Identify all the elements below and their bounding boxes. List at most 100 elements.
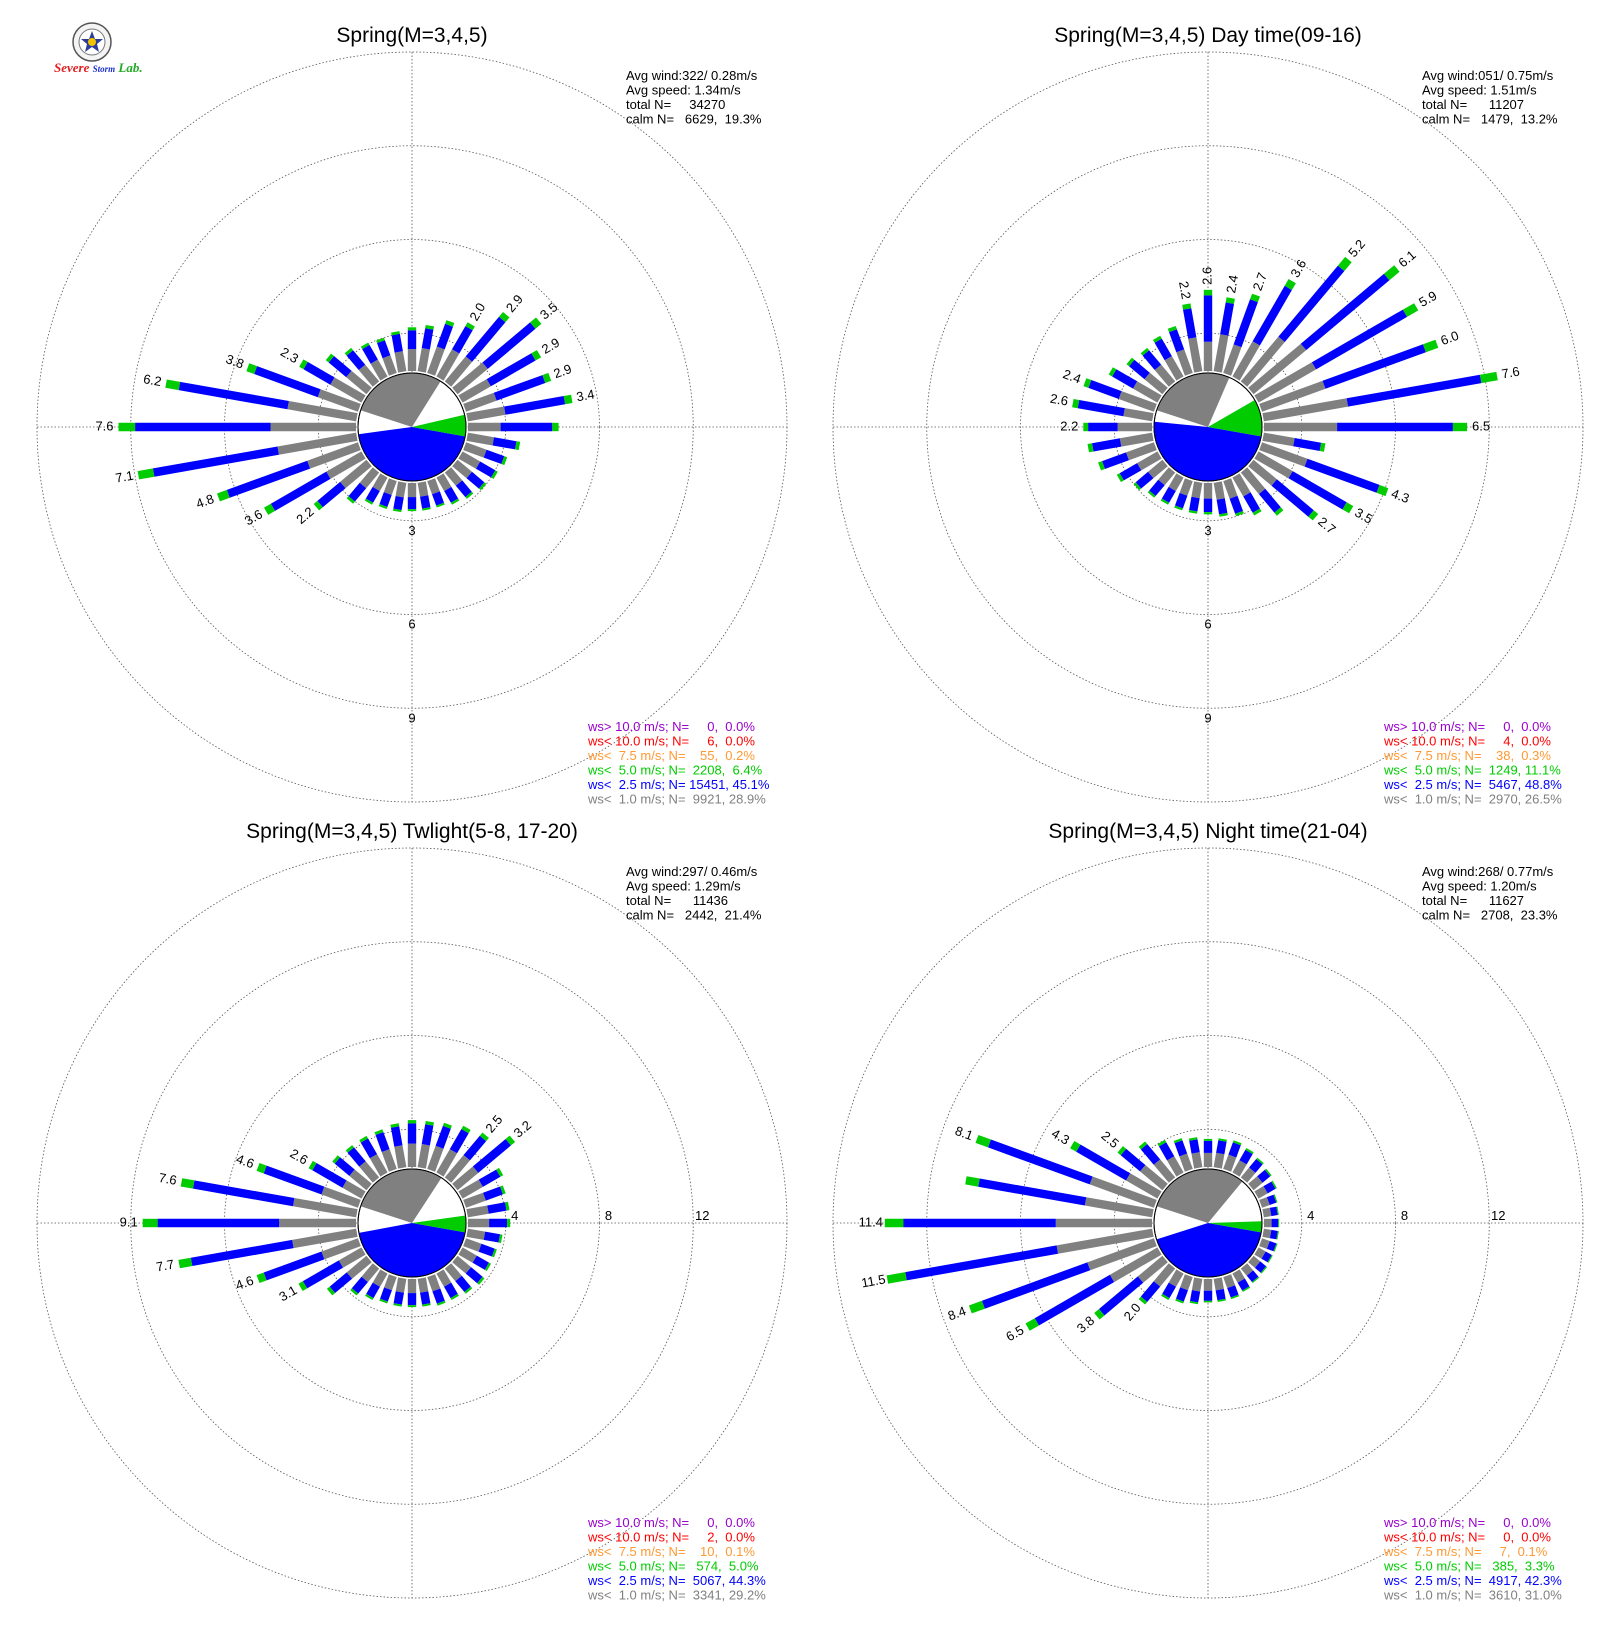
bar-label: 2.6 <box>288 1146 311 1168</box>
bar-segment-lt5 <box>407 1120 417 1124</box>
bar-segment-lt5 <box>501 456 508 466</box>
grid-ring <box>926 145 1490 709</box>
stats-line: Avg wind:322/ 0.28m/s <box>626 68 758 83</box>
bar-segment-lt1 <box>346 370 372 395</box>
bar-segment-lt2_5 <box>1293 438 1322 451</box>
bar-segment-lt2_5 <box>421 1124 434 1146</box>
bar-segment-lt2_5 <box>152 446 279 477</box>
bar-segment-lt1 <box>1126 1173 1162 1199</box>
bar-label: 3.5 <box>1352 505 1375 527</box>
stats-line: Avg speed: 1.20m/s <box>1422 879 1537 894</box>
bar-segment-lt5 <box>1174 505 1183 511</box>
bar-label: 2.5 <box>482 1112 505 1135</box>
wind-rose-panel-2: 3 6 9 6.5 7.6 6.05.9 6.1 5.2 3.6 2.7 2.4 2.6 2.2 2.4 2… <box>832 24 1584 807</box>
bar-segment-lt5 <box>246 363 257 374</box>
bar-segment-lt1 <box>1055 1218 1152 1228</box>
bar-segment-lt1 <box>1203 341 1213 371</box>
bar-segment-lt5 <box>515 441 521 451</box>
bar-segment-lt2_5 <box>1266 1194 1277 1205</box>
bar-segment-lt1 <box>417 348 430 373</box>
bar-label: 11.4 <box>859 1214 883 1229</box>
bar-segment-lt1 <box>1259 1238 1270 1249</box>
bar-segment-lt2_5 <box>1189 1139 1200 1154</box>
bar-segment-lt5 <box>1157 1139 1167 1147</box>
bar-segment-lt2_5 <box>1271 1218 1279 1228</box>
bar-segment-lt5 <box>1245 1148 1254 1154</box>
bar-segment-lt5 <box>1138 1296 1148 1305</box>
logo-storm: Storm <box>92 64 116 74</box>
ring-label: 8 <box>1401 1208 1408 1223</box>
bar-segment-lt5 <box>552 422 559 432</box>
bar-segment-lt2_5 <box>1258 488 1281 513</box>
bar-segment-lt1 <box>1191 1152 1203 1169</box>
bar-segment-lt1 <box>1153 1159 1176 1183</box>
bar-segment-lt1 <box>1154 364 1176 387</box>
bar-segment-lt2_5 <box>303 361 335 385</box>
bar-label: 2.3 <box>278 344 301 366</box>
legend-entry: ws< 10.0 m/s; N= 4, 0.0% <box>1383 734 1551 749</box>
bar-segment-lt2_5 <box>1288 471 1347 510</box>
bar-segment-lt2_5 <box>375 1132 390 1152</box>
bar-segment-lt1 <box>1254 362 1317 403</box>
bar-label: 3.6 <box>242 506 265 528</box>
bar-segment-lt2_5 <box>312 1163 347 1188</box>
bar-segment-lt1 <box>330 377 366 403</box>
bar-segment-lt5 <box>1182 303 1192 310</box>
bar-label: 5.9 <box>1416 288 1439 310</box>
bar-segment-lt1 <box>1262 1207 1272 1218</box>
bar-segment-lt5 <box>461 1125 471 1134</box>
bar-segment-lt5 <box>165 379 181 391</box>
bar-segment-lt2_5 <box>1263 1181 1276 1194</box>
legend-entry: ws> 10.0 m/s; N= 0, 0.0% <box>587 719 755 734</box>
bar-segment-lt2_5 <box>362 344 378 364</box>
bar-segment-lt5 <box>1161 1293 1170 1300</box>
legend-entry: ws< 2.5 m/s; N= 5067, 44.3% <box>587 1573 766 1588</box>
bar-segment-lt2_5 <box>380 1287 392 1302</box>
bar-segment-lt5 <box>1098 461 1105 471</box>
bar-segment-lt1 <box>436 1149 458 1177</box>
bar-segment-lt1 <box>407 483 417 498</box>
calm-pie-lt1 <box>360 372 441 427</box>
bar-segment-lt1 <box>395 1277 407 1293</box>
bar-segment-lt1 <box>1213 1277 1224 1291</box>
bar-segment-lt5 <box>264 503 275 515</box>
bar-segment-lt5 <box>393 508 402 513</box>
bar-segment-lt5 <box>1152 335 1162 343</box>
bar-segment-lt2_5 <box>1346 374 1482 407</box>
bar-segment-lt1 <box>1223 1274 1236 1289</box>
bar-segment-lt5 <box>505 1135 516 1146</box>
bar-segment-lt1 <box>383 478 397 495</box>
bar-segment-lt5 <box>886 1272 907 1284</box>
bar-segment-lt2_5 <box>463 1135 487 1161</box>
bar-segment-lt2_5 <box>317 481 346 508</box>
bar-segment-lt5 <box>450 498 460 505</box>
bar-label: 4.3 <box>1049 1126 1072 1148</box>
bar-segment-lt2_5 <box>449 1129 469 1154</box>
bar-segment-lt1 <box>407 1279 417 1294</box>
bar-segment-lt1 <box>369 1154 388 1177</box>
bar-segment-lt2_5 <box>1254 1261 1267 1273</box>
bar-segment-lt5 <box>1273 1243 1278 1252</box>
bar-segment-lt2_5 <box>334 1157 355 1176</box>
bar-segment-lt1 <box>1223 1154 1237 1172</box>
stats-line: Avg speed: 1.34m/s <box>626 83 741 98</box>
bar-segment-lt5 <box>374 1129 384 1135</box>
bar-segment-lt1 <box>1118 391 1157 412</box>
bar-segment-lt1 <box>1133 381 1162 403</box>
bar-segment-lt2_5 <box>472 1139 511 1173</box>
bar-label: 2.9 <box>539 335 562 357</box>
bar-label: 2.4 <box>1061 366 1083 386</box>
bar-segment-lt2_5 <box>489 1218 508 1228</box>
stats-line: total N= 34270 <box>626 97 725 112</box>
bar-segment-lt5 <box>1133 482 1142 491</box>
bar-segment-lt1 <box>394 1145 407 1169</box>
bar-segment-lt2_5 <box>366 1282 380 1299</box>
bar-label: 5.2 <box>1345 236 1368 259</box>
bar-segment-lt5 <box>1219 512 1228 517</box>
stats-line: total N= 11207 <box>1422 97 1524 112</box>
bar-segment-lt1 <box>463 1238 482 1252</box>
bar-segment-lt1 <box>326 451 366 479</box>
bar-segment-lt2_5 <box>1077 400 1125 417</box>
bar-segment-lt2_5 <box>1112 369 1138 389</box>
bar-segment-lt1 <box>307 442 361 469</box>
